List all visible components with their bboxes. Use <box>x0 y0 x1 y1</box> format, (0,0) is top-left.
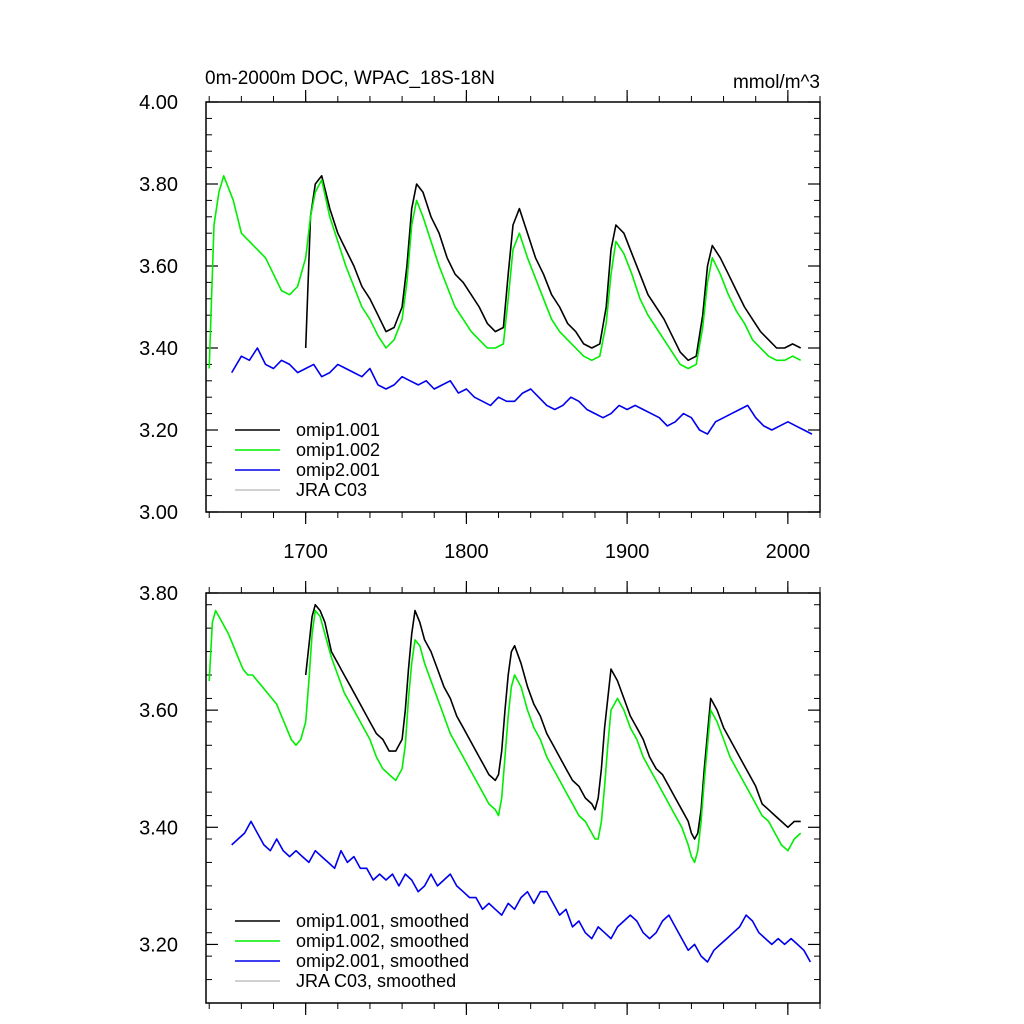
top-plot-lines <box>208 175 813 435</box>
bottom-axes-ticks: 3.20 3.40 3.60 3.80 <box>139 581 821 1015</box>
legend-label: omip1.001 <box>296 420 380 440</box>
top-plot-frame <box>205 101 821 513</box>
series-line-omip1-002-smoothed <box>208 609 802 864</box>
x-tick-label: 1800 <box>444 541 489 563</box>
x-tick-label: 1900 <box>605 541 650 563</box>
bottom-plot-lines <box>208 603 812 963</box>
series-line-omip1-001 <box>304 175 802 362</box>
y-tick-label: 3.20 <box>139 420 178 442</box>
y-tick-label: 3.40 <box>139 338 178 360</box>
chart-units: mmol/m^3 <box>733 72 820 93</box>
x-tick-label: 1700 <box>283 541 328 563</box>
series-line-omip1-001-smoothed <box>304 603 801 840</box>
chart-title: 0m-2000m DOC, WPAC_18S-18N <box>205 68 495 89</box>
series-line-omip2-001 <box>231 347 813 435</box>
bottom-plot-frame <box>205 592 821 1004</box>
y-tick-label: 3.60 <box>139 256 178 278</box>
top-panel: 3.00 3.20 3.40 3.60 3.80 4.00 1700 1800 1900 2000… <box>139 90 821 563</box>
series-line-omip1-002 <box>208 175 802 370</box>
legend-label: omip2.001, smoothed <box>296 951 469 971</box>
x-tick-label: 2000 <box>766 541 811 563</box>
y-tick-label: 3.60 <box>139 700 178 722</box>
legend-label: omip1.001, smoothed <box>296 911 469 931</box>
y-tick-label: 4.00 <box>139 92 178 114</box>
y-tick-label: 3.20 <box>139 934 178 956</box>
legend-label: omip2.001 <box>296 460 380 480</box>
top-axes-ticks: 3.00 3.20 3.40 3.60 3.80 4.00 1700 1800 1900 2000 <box>139 90 821 563</box>
bottom-panel: 3.203.403.603.80 omip1.001, smoothedomip… <box>139 581 821 1015</box>
legend-label: omip1.002, smoothed <box>296 931 469 951</box>
y-tick-label: 3.40 <box>139 817 178 839</box>
legend-label: omip1.002 <box>296 440 380 460</box>
y-tick-label: 3.80 <box>139 583 178 605</box>
legend-label: JRA C03, smoothed <box>296 971 456 991</box>
legend-label: JRA C03 <box>296 480 367 500</box>
y-tick-label: 3.80 <box>139 174 178 196</box>
y-tick-label: 3.00 <box>139 502 178 524</box>
series-line-omip2-001-smoothed <box>231 820 812 963</box>
